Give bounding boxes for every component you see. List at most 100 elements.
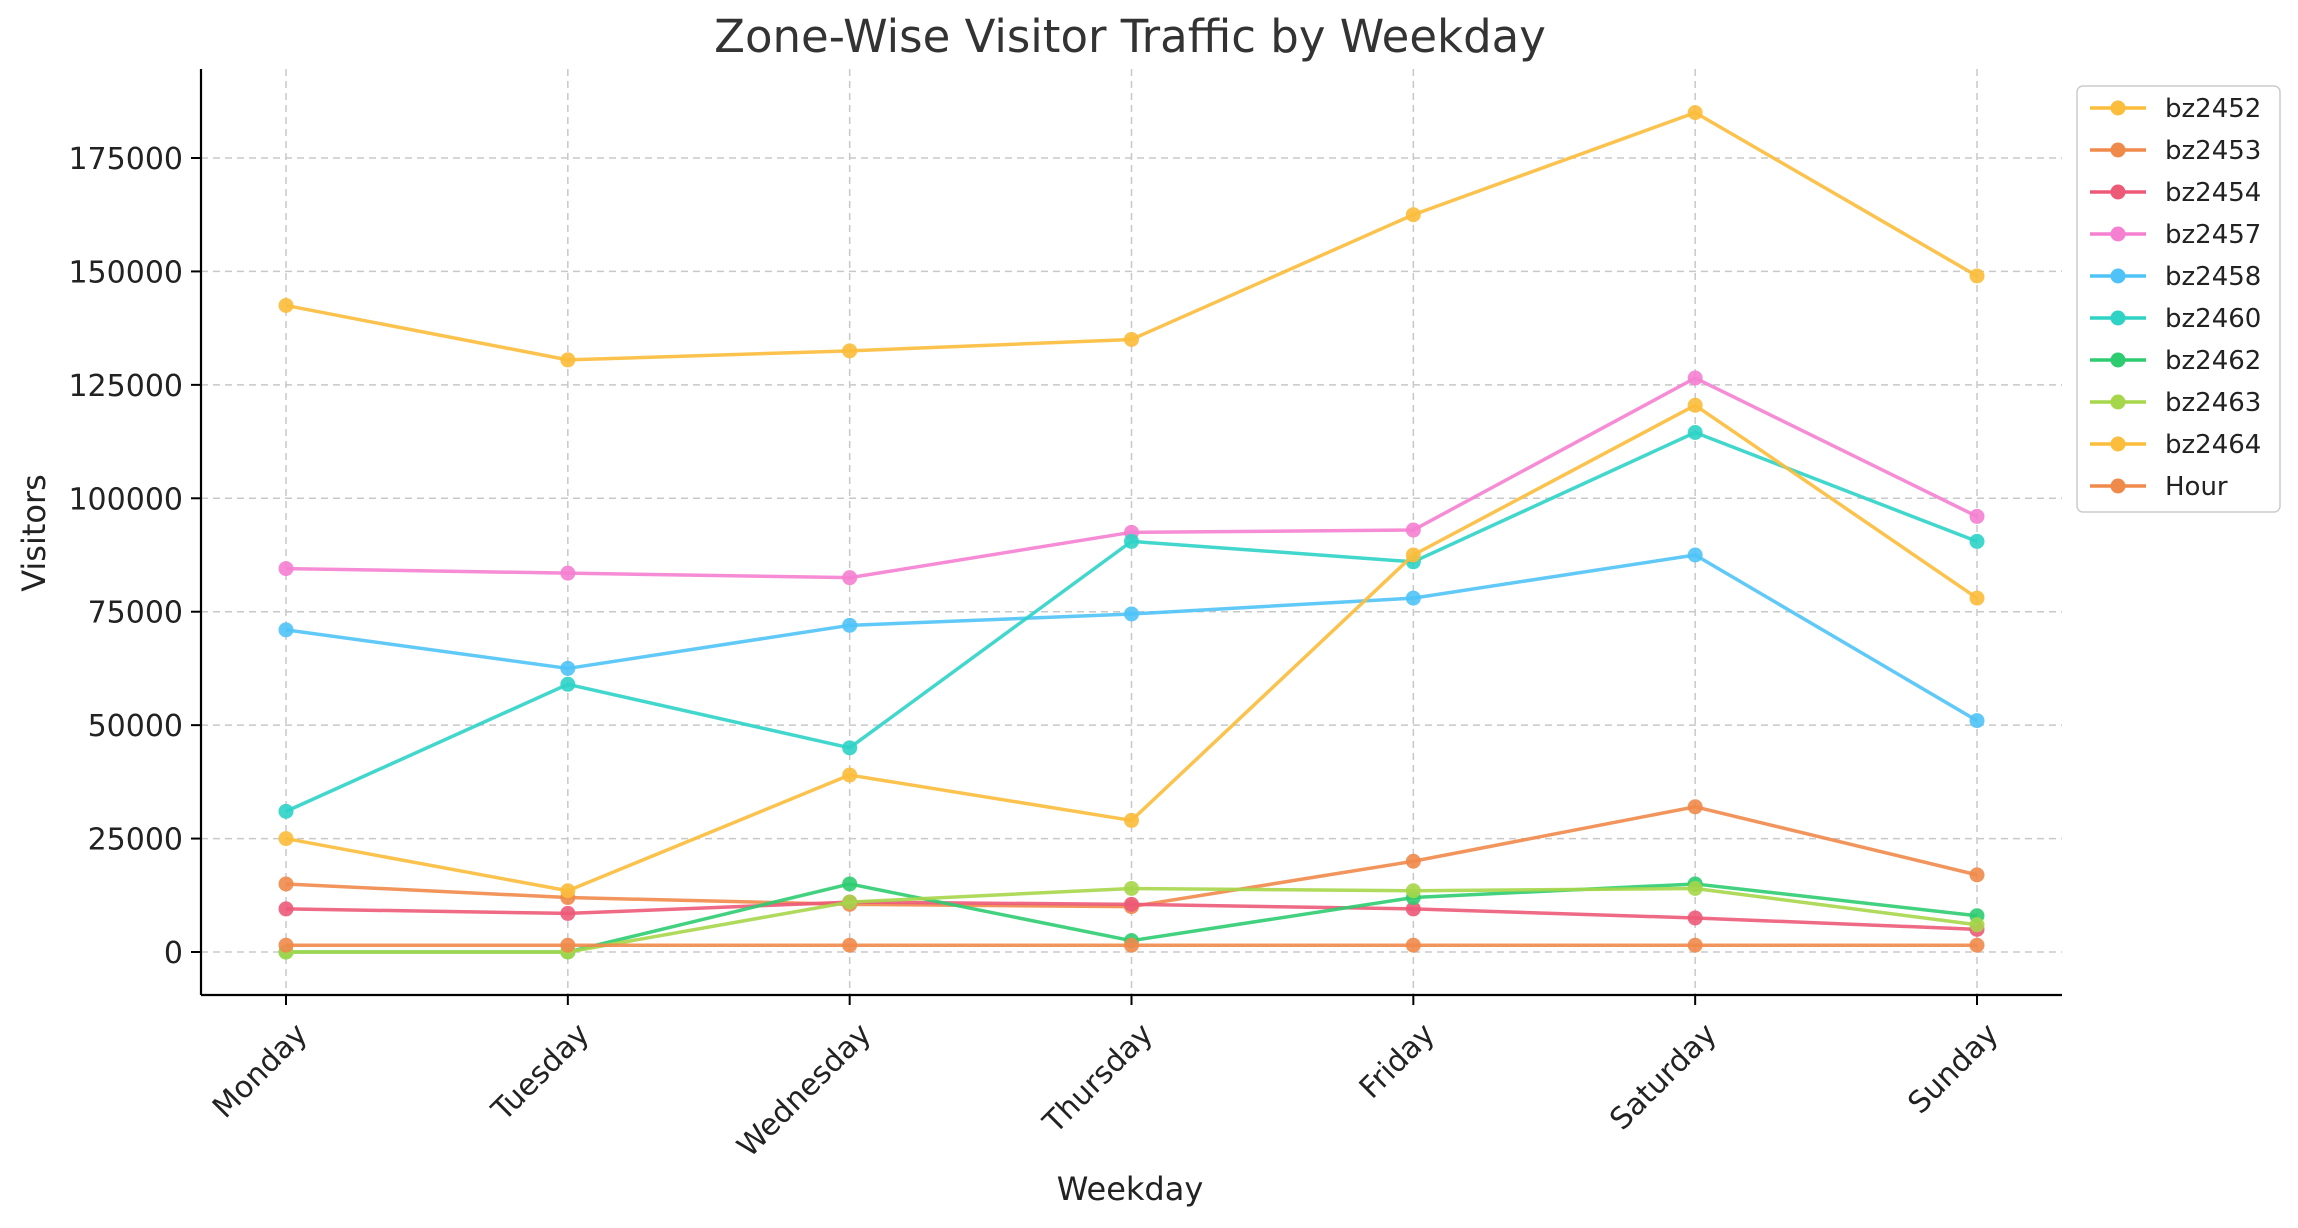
legend-swatch-marker xyxy=(2110,184,2126,200)
data-point xyxy=(278,901,294,917)
legend-swatch-marker xyxy=(2110,394,2126,410)
data-point xyxy=(1687,880,1703,896)
data-point xyxy=(560,905,576,921)
data-point xyxy=(1405,937,1421,953)
legend-label: bz2452 xyxy=(2165,94,2261,124)
data-point xyxy=(1405,853,1421,869)
data-point xyxy=(842,894,858,910)
y-axis-label: Visitors xyxy=(15,474,53,592)
legend-swatch-marker xyxy=(2110,268,2126,284)
x-tick-label: Monday xyxy=(206,1017,314,1125)
legend-entry: bz2453 xyxy=(2090,136,2261,166)
data-point xyxy=(1405,901,1421,917)
y-tick-label: 75000 xyxy=(88,596,183,631)
series-bz2458 xyxy=(278,547,1985,729)
x-tick-labels: Monday Tuesday Wednesday Thursday Friday Satu… xyxy=(206,1017,2005,1165)
data-point xyxy=(1969,508,1985,524)
data-point xyxy=(1124,533,1139,549)
data-point xyxy=(278,297,294,313)
legend-entry: Hour xyxy=(2090,472,2228,502)
series-lines xyxy=(278,105,1985,960)
data-point xyxy=(278,937,294,953)
series-bz2457 xyxy=(278,370,1985,586)
data-point xyxy=(842,617,858,633)
legend-entry: bz2452 xyxy=(2090,94,2261,124)
data-point xyxy=(560,660,576,676)
x-axis-label: Weekday xyxy=(1057,1170,1204,1208)
data-point xyxy=(1687,397,1703,413)
legend-entry: bz2457 xyxy=(2090,220,2261,250)
x-tick-label: Sunday xyxy=(1901,1017,2005,1121)
data-point xyxy=(1405,590,1421,606)
y-tick-label: 0 xyxy=(164,936,183,971)
series-hour xyxy=(278,937,1985,953)
y-tick-label: 25000 xyxy=(88,823,183,858)
data-point xyxy=(842,767,858,783)
chart-title: Zone-Wise Visitor Traffic by Weekday xyxy=(714,10,1546,63)
legend-label: bz2453 xyxy=(2165,136,2261,166)
legend-label: bz2457 xyxy=(2165,220,2261,250)
legend-swatch-marker xyxy=(2110,478,2126,494)
data-point xyxy=(278,622,294,638)
data-point xyxy=(842,570,858,586)
legend-swatch-marker xyxy=(2110,352,2126,368)
legend-swatch-marker xyxy=(2110,100,2126,116)
data-point xyxy=(278,831,294,847)
legend-label: bz2463 xyxy=(2165,388,2261,418)
legend-label: bz2464 xyxy=(2165,430,2261,460)
data-point xyxy=(1405,547,1421,563)
series-bz2452 xyxy=(278,105,1985,368)
x-tick-label: Saturday xyxy=(1603,1017,1723,1137)
data-point xyxy=(1687,370,1703,386)
x-tick-label: Thursday xyxy=(1036,1017,1160,1141)
data-point xyxy=(842,937,858,953)
data-point xyxy=(560,676,576,692)
data-point xyxy=(278,561,294,577)
legend-swatch-marker xyxy=(2110,142,2126,158)
y-tick-label: 50000 xyxy=(88,709,183,744)
data-point xyxy=(1969,533,1985,549)
x-tick-label: Friday xyxy=(1353,1017,1442,1106)
y-tick-label: 125000 xyxy=(68,369,183,404)
data-point xyxy=(1124,880,1139,896)
legend-entry: bz2462 xyxy=(2090,346,2261,376)
data-point xyxy=(1405,883,1421,899)
y-tick-label: 150000 xyxy=(68,255,183,290)
legend-entry: bz2464 xyxy=(2090,430,2261,460)
legend-swatch-marker xyxy=(2110,436,2126,452)
data-point xyxy=(1124,606,1139,622)
data-point xyxy=(560,883,576,899)
data-point xyxy=(1687,424,1703,440)
data-point xyxy=(1969,917,1985,933)
y-tick-label: 175000 xyxy=(68,142,183,177)
data-point xyxy=(1124,812,1139,828)
data-point xyxy=(1969,867,1985,883)
data-point xyxy=(1687,547,1703,563)
legend-label: bz2454 xyxy=(2165,178,2261,208)
data-point xyxy=(1969,590,1985,606)
legend-entry: bz2454 xyxy=(2090,178,2261,208)
data-point xyxy=(842,876,858,892)
data-point xyxy=(1687,799,1703,815)
data-point xyxy=(1687,937,1703,953)
legend-entry: bz2463 xyxy=(2090,388,2261,418)
data-point xyxy=(1124,896,1139,912)
data-point xyxy=(842,740,858,756)
data-point xyxy=(1969,937,1985,953)
data-point xyxy=(1124,937,1139,953)
data-point xyxy=(278,803,294,819)
data-point xyxy=(1969,713,1985,729)
legend: bz2452 bz2453 bz2454 bz2457 bz2458 bz2460 bz24… xyxy=(2076,85,2281,513)
data-point xyxy=(560,565,576,581)
axes xyxy=(191,69,2062,1005)
data-point xyxy=(1405,207,1421,223)
data-point xyxy=(560,937,576,953)
legend-swatch-marker xyxy=(2110,226,2126,242)
data-point xyxy=(1405,522,1421,538)
series-bz2464 xyxy=(278,397,1985,899)
data-point xyxy=(842,343,858,359)
data-point xyxy=(1969,268,1985,284)
data-point xyxy=(1124,331,1139,347)
legend-entry: bz2458 xyxy=(2090,262,2261,292)
